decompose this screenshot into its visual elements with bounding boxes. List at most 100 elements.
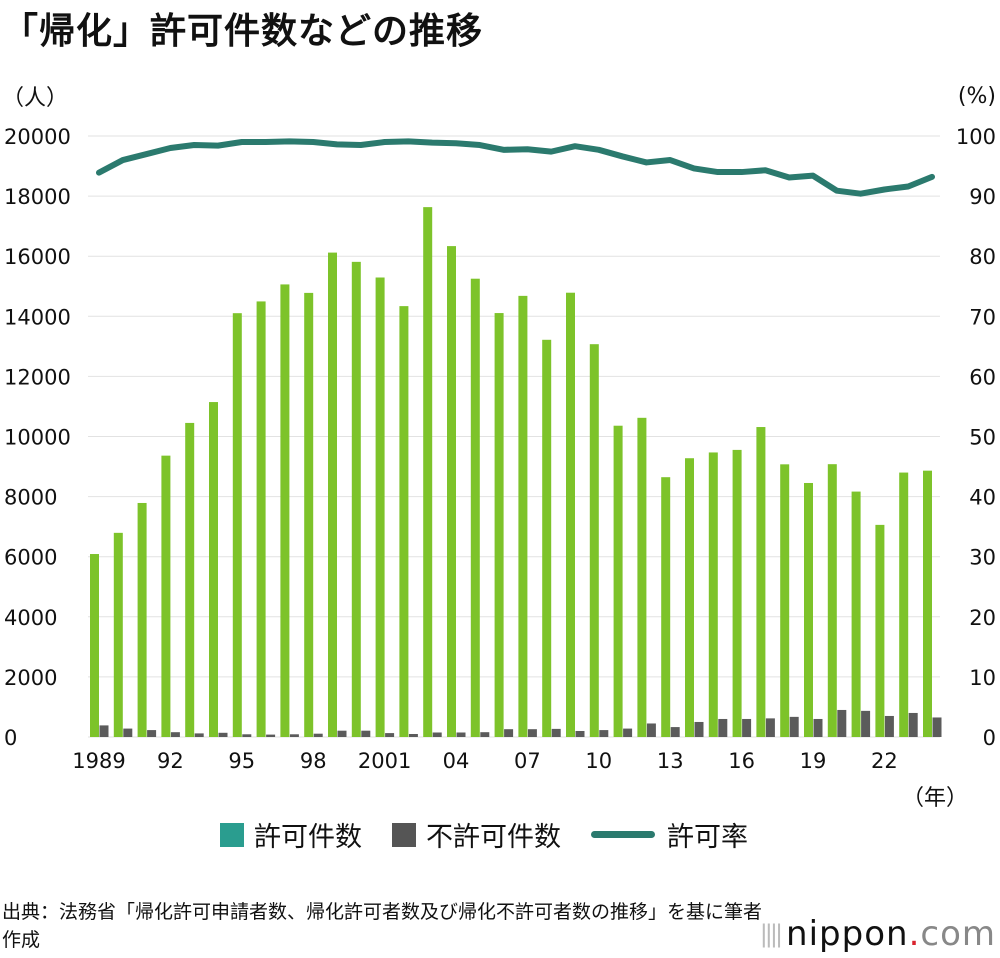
bar-rejections	[884, 715, 894, 737]
bar-rejections	[575, 730, 585, 737]
legend: 許可件数 不許可件数 許可率	[220, 815, 778, 854]
bar-rejections	[147, 730, 157, 737]
left-axis-ticks: 0 2000 4000 6000 8000 10000 12000 14000 16000 180…	[4, 125, 71, 750]
bar-rejections	[170, 732, 180, 737]
x-tick-label: 16	[728, 749, 755, 773]
permit-rate-line	[96, 138, 935, 197]
x-tick-label: 95	[228, 749, 255, 773]
x-tick-label: 1989	[72, 749, 125, 773]
bar-permits	[899, 472, 909, 737]
bar-permits	[113, 532, 123, 737]
bar-rejections	[218, 732, 228, 737]
bar-rejections	[908, 712, 918, 737]
bar-permits	[232, 313, 242, 737]
bar-permits	[923, 470, 932, 737]
bar-rejections	[480, 732, 490, 737]
logo-ticks: ||||	[759, 920, 783, 948]
x-tick-label: 10	[585, 749, 612, 773]
bar-rejections	[599, 730, 609, 737]
bar-permits	[518, 295, 528, 737]
bar-rejections	[408, 733, 418, 737]
bar-rejections	[289, 734, 299, 737]
bar-permits	[423, 207, 433, 737]
bar-permits	[566, 292, 575, 737]
bar-rejections	[432, 732, 442, 737]
x-tick-label: 07	[514, 749, 541, 773]
bar-permits	[328, 252, 337, 737]
y-left-tick-label: 8000	[4, 486, 57, 510]
nippon-logo: |||| nippon . com	[760, 914, 996, 954]
bar-rejections	[194, 733, 204, 737]
x-tick-label: 98	[300, 749, 327, 773]
legend-swatch-rate	[591, 831, 655, 838]
left-axis-unit: （人）	[2, 86, 69, 111]
bar-permits	[161, 455, 171, 737]
bar-permits	[589, 344, 599, 737]
bar-rejections	[765, 718, 775, 737]
y-left-tick-label: 14000	[4, 305, 71, 329]
bar-rejections	[527, 729, 537, 737]
y-left-tick-label: 16000	[4, 245, 71, 269]
bar-rejections	[504, 729, 514, 737]
bar-rejections	[313, 733, 323, 737]
right-axis-unit: (%)	[957, 84, 996, 109]
bar-rejections	[646, 723, 656, 737]
bar-permits	[494, 313, 504, 737]
legend-swatch-permits	[220, 822, 244, 847]
bar-permits	[875, 524, 885, 737]
bar-rejections	[456, 732, 466, 737]
y-right-tick-label: 90	[969, 185, 996, 209]
y-left-tick-label: 6000	[4, 546, 57, 570]
bar-permits	[780, 464, 790, 737]
bar-permits	[542, 339, 552, 737]
y-left-tick-label: 18000	[4, 185, 71, 209]
bar-permits	[304, 292, 314, 737]
bar-rejections	[670, 727, 680, 737]
legend-item-rejections: 不許可件数	[392, 815, 561, 854]
bar-permits	[732, 449, 742, 737]
chart-area: 0 2000 4000 6000 8000 10000 12000 14000 16000 180…	[4, 125, 996, 773]
bar-rejections	[337, 730, 347, 737]
chart-title: 「帰化」許可件数などの推移	[2, 11, 484, 52]
bar-rejections	[99, 725, 109, 737]
bar-rejections	[932, 717, 942, 737]
bar-rejections	[813, 718, 823, 737]
x-tick-label: 13	[657, 749, 684, 773]
y-left-tick-label: 12000	[4, 365, 71, 389]
bar-rejections	[385, 733, 395, 737]
bar-rejections	[861, 710, 871, 737]
logo-main: nippon	[786, 914, 909, 954]
legend-label-permits: 許可件数	[254, 822, 362, 853]
bar-rejections	[242, 734, 252, 737]
logo-suffix: com	[920, 914, 996, 954]
permit-rate-line-group	[96, 138, 935, 197]
legend-label-rate: 許可率	[667, 822, 748, 853]
bar-rejections	[361, 730, 371, 737]
y-right-tick-label: 100	[956, 125, 996, 149]
legend-item-rate: 許可率	[591, 815, 748, 854]
bar-rejections	[123, 728, 133, 737]
y-right-tick-label: 10	[969, 666, 996, 690]
bar-permits	[661, 477, 671, 737]
bar-permits	[209, 402, 218, 737]
bar-permits	[351, 261, 361, 737]
x-axis-ticks: 1989 92 95 98 2001 04 07 10 13 16 19 22	[72, 749, 897, 773]
y-right-tick-label: 60	[969, 365, 996, 389]
right-axis-ticks: 0 10 20 30 40 50 60 70 80 90 100	[956, 125, 996, 750]
bar-rejections	[266, 734, 276, 737]
source-note: 出典：法務省「帰化許可申請者数、帰化許可者数及び帰化不許可者数の推移」を基に筆者…	[2, 901, 763, 951]
bar-permits	[185, 422, 195, 737]
legend-item-permits: 許可件数	[220, 815, 362, 854]
bar-rejections	[623, 728, 633, 737]
bar-rejections	[789, 716, 799, 737]
x-axis-unit: （年）	[902, 786, 969, 811]
bar-permits	[851, 491, 861, 737]
permit-bars	[90, 207, 932, 737]
bar-permits	[827, 464, 837, 737]
x-tick-label: 22	[871, 749, 898, 773]
y-right-tick-label: 0	[983, 726, 996, 750]
bar-permits	[470, 278, 480, 737]
y-right-tick-label: 70	[969, 305, 996, 329]
y-right-tick-label: 40	[969, 486, 996, 510]
bar-permits	[685, 458, 694, 737]
